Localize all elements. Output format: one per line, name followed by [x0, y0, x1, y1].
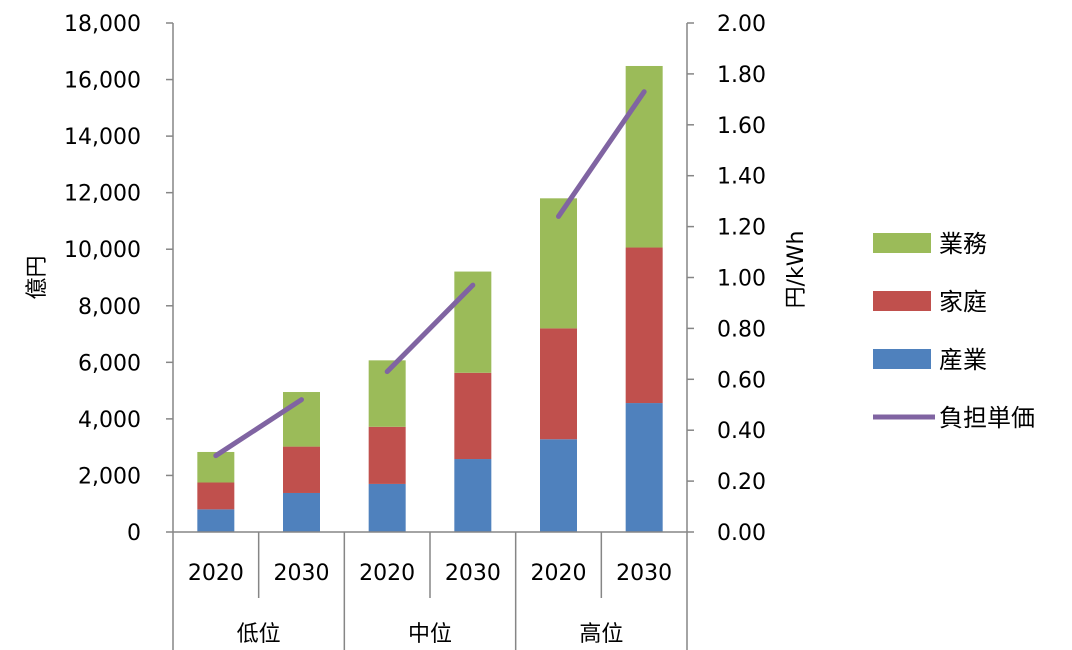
x-tick-label-0: 2020: [188, 561, 244, 586]
bar-0-1: [283, 492, 320, 532]
y2-tick-label-8: 1.60: [717, 114, 766, 139]
bar-0-0: [197, 509, 235, 532]
bar-0-4: [540, 439, 577, 532]
y2-tick-label-7: 1.40: [717, 165, 766, 190]
legend-swatch-1: [873, 291, 931, 311]
legend-swatch-0: [873, 233, 931, 253]
x-tick-label-4: 2020: [531, 561, 587, 586]
y2-tick-label-0: 0.00: [717, 521, 766, 546]
bar-1-4: [540, 328, 577, 440]
y-tick-label-7: 14,000: [64, 125, 141, 150]
bar-2-5: [625, 65, 663, 248]
line-segment-0-2: [556, 89, 647, 219]
bar-1-5: [625, 247, 663, 404]
y-tick-label-1: 2,000: [78, 464, 141, 489]
legend-swatch-2: [873, 349, 931, 369]
y-tick-label-6: 12,000: [64, 182, 141, 207]
y2-axis-title: 円/kWh: [784, 231, 809, 309]
bar-1-1: [283, 446, 320, 493]
bar-0-3: [454, 459, 492, 532]
x-tick-label-1: 2030: [274, 561, 330, 586]
line-segment-0-0: [213, 397, 304, 459]
y-tick-label-8: 16,000: [64, 69, 141, 94]
y2-tick-label-6: 1.20: [717, 216, 766, 241]
bar-1-2: [368, 426, 406, 484]
line-segment-0-1: [384, 282, 476, 375]
line-layer: [213, 89, 647, 459]
bar-2-4: [540, 198, 577, 329]
y-axis-title: 億円: [25, 255, 50, 299]
y-tick-label-9: 18,000: [64, 12, 141, 37]
y-tick-label-0: 0: [127, 521, 141, 546]
group-label-0: 低位: [237, 622, 281, 647]
bar-0-5: [625, 403, 663, 532]
bars-layer: [197, 65, 663, 532]
legend-label-0: 業務: [939, 230, 987, 258]
y2-tick-label-5: 1.00: [717, 267, 766, 292]
x-tick-label-5: 2030: [616, 561, 672, 586]
group-label-1: 中位: [408, 622, 452, 647]
bar-1-0: [197, 482, 235, 510]
bar-0-2: [368, 483, 406, 532]
y2-tick-label-1: 0.20: [717, 470, 766, 495]
y2-tick-label-4: 0.80: [717, 317, 766, 342]
y-tick-label-5: 10,000: [64, 238, 141, 263]
bar-1-3: [454, 372, 492, 460]
group-label-2: 高位: [579, 622, 623, 647]
y2-tick-label-9: 1.80: [717, 63, 766, 88]
y-tick-label-4: 8,000: [78, 295, 141, 320]
labels-layer: 0 2,000 4,000 6,000 8,000 10,000 12,000 14,000 1…: [25, 12, 809, 647]
y2-tick-label-3: 0.60: [717, 368, 766, 393]
x-tick-label-3: 2030: [445, 561, 501, 586]
y2-tick-label-2: 0.40: [717, 419, 766, 444]
y-tick-label-2: 4,000: [78, 408, 141, 433]
y2-tick-label-10: 2.00: [717, 12, 766, 37]
y-tick-label-3: 6,000: [78, 351, 141, 376]
x-tick-label-2: 2020: [359, 561, 415, 586]
axes-layer: [166, 22, 694, 650]
legend-label-3: 負担単価: [939, 404, 1035, 432]
legend-label-1: 家庭: [939, 288, 987, 316]
legend-label-2: 産業: [939, 346, 987, 374]
